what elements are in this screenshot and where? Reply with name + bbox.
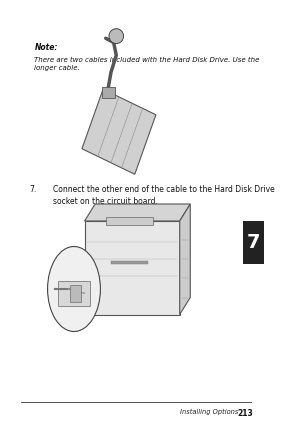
Circle shape [48, 246, 100, 332]
Polygon shape [82, 89, 156, 174]
Bar [106, 217, 153, 225]
Bar [58, 280, 90, 306]
Text: There are two cables included with the Hard Disk Drive. Use the
longer cable.: There are two cables included with the H… [34, 57, 260, 71]
Text: Installing Options: Installing Options [180, 409, 238, 415]
Text: 7: 7 [247, 233, 260, 252]
Text: Connect the other end of the cable to the Hard Disk Drive
socket on the circuit : Connect the other end of the cable to th… [53, 185, 274, 206]
Bar [102, 87, 115, 98]
Text: 213: 213 [238, 409, 254, 418]
Bar [70, 285, 81, 302]
Bar [243, 221, 264, 264]
Ellipse shape [109, 29, 124, 44]
Polygon shape [180, 204, 190, 314]
Polygon shape [85, 204, 190, 221]
Text: Note:: Note: [34, 42, 58, 51]
Text: 7.: 7. [29, 185, 36, 194]
Bar [111, 261, 148, 264]
Bar [85, 221, 180, 314]
